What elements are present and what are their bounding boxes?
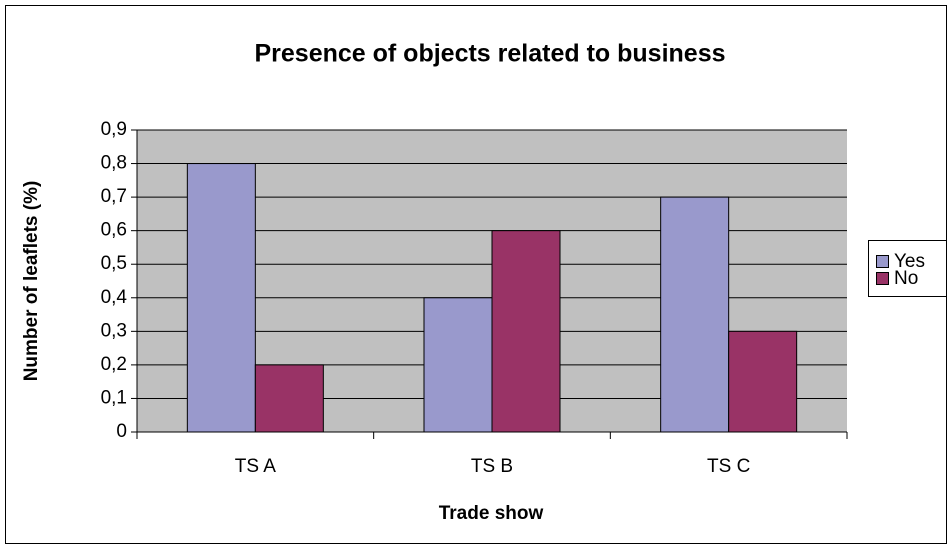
legend-box [868, 240, 947, 297]
y-tick-label: 0,3 [101, 320, 127, 341]
legend-swatch [876, 255, 889, 268]
y-tick-label: 0 [116, 421, 127, 442]
y-axis-title: Number of leaflets (%) [21, 181, 42, 382]
bar [728, 330, 798, 433]
bar [491, 230, 561, 433]
legend-label: Yes [894, 251, 925, 272]
x-tick-label: TS A [235, 456, 277, 477]
y-tick-label: 0,1 [101, 387, 127, 408]
y-tick-label: 0,8 [101, 153, 127, 174]
x-tick-label: TS C [707, 456, 750, 477]
bar [423, 297, 493, 433]
bar [660, 196, 730, 433]
y-tick-label: 0,5 [101, 253, 127, 274]
y-tick-label: 0,9 [101, 119, 127, 140]
x-axis-title: Trade show [439, 503, 544, 524]
bar [254, 364, 324, 433]
chart-title: Presence of objects related to business [255, 40, 726, 68]
legend-swatch [876, 272, 889, 285]
y-tick-label: 0,4 [101, 287, 128, 308]
x-tick-label: TS B [471, 456, 513, 477]
legend-label: No [894, 268, 918, 289]
y-tick-label: 0,6 [101, 220, 127, 241]
y-tick-label: 0,2 [101, 354, 127, 375]
bar [186, 163, 256, 433]
y-tick-label: 0,7 [101, 186, 127, 207]
